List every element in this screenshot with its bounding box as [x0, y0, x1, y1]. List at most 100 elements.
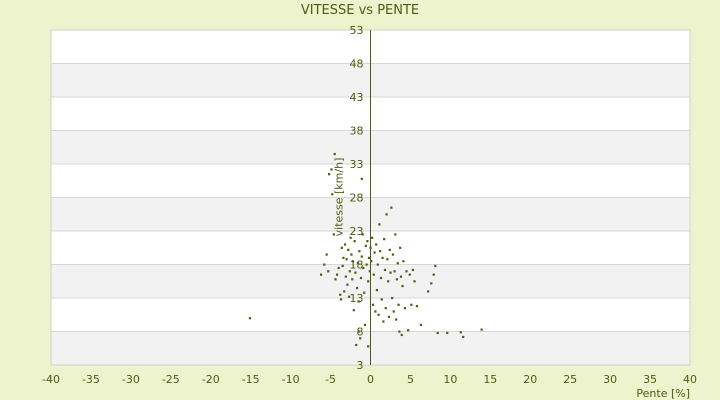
data-point	[410, 303, 413, 306]
data-point	[363, 323, 367, 326]
data-point	[390, 206, 393, 209]
y-tick-label: 13	[350, 292, 364, 305]
data-point	[391, 297, 394, 300]
data-point	[335, 273, 339, 276]
y-tick-label: 18	[350, 259, 364, 272]
data-point	[354, 271, 357, 274]
data-point	[376, 263, 379, 266]
data-point	[368, 270, 371, 273]
data-point	[384, 307, 387, 310]
data-point	[397, 303, 400, 306]
x-tick-label: -5	[325, 373, 336, 386]
data-point	[360, 177, 363, 180]
data-point	[395, 318, 398, 321]
y-tick-label: 3	[357, 359, 364, 372]
data-point	[398, 330, 401, 333]
data-point	[371, 236, 374, 239]
data-point	[340, 246, 343, 249]
data-point	[367, 345, 370, 348]
y-axis-label: vitesse [km/h]	[333, 158, 346, 237]
data-point	[361, 233, 364, 236]
data-point	[325, 253, 328, 256]
data-point	[359, 276, 363, 280]
data-point	[342, 256, 345, 259]
data-point	[411, 268, 415, 272]
data-point	[383, 268, 387, 272]
y-tick-label: 28	[350, 192, 364, 205]
data-point	[408, 273, 411, 276]
data-point	[393, 270, 396, 273]
data-point	[348, 270, 351, 273]
y-tick-label: 8	[357, 326, 364, 339]
data-point	[403, 307, 407, 310]
x-tick-label: 0	[367, 373, 374, 386]
data-point	[331, 193, 334, 196]
y-tick-label: 48	[350, 58, 364, 71]
data-point	[327, 270, 330, 273]
data-point	[480, 328, 483, 331]
data-point	[351, 260, 355, 263]
data-point	[459, 331, 462, 334]
data-point	[334, 278, 337, 281]
data-point	[319, 273, 323, 276]
data-point	[363, 291, 366, 294]
data-point	[330, 168, 333, 171]
data-point	[339, 298, 343, 301]
data-point	[382, 320, 385, 323]
data-point	[391, 253, 395, 256]
data-point	[337, 266, 340, 270]
data-point	[360, 255, 363, 258]
data-point	[415, 305, 419, 308]
data-point	[355, 286, 359, 290]
data-point	[374, 310, 377, 313]
data-point	[401, 284, 404, 288]
data-point	[378, 223, 381, 226]
data-point	[387, 280, 390, 283]
data-point	[369, 246, 372, 249]
data-point	[362, 266, 365, 270]
data-point	[375, 288, 379, 292]
data-point	[377, 313, 380, 316]
x-tick-label: 25	[563, 373, 577, 386]
x-tick-labels: -40 -35 -30 -25 -20 -15 -10 -5 0 5 10 15 20 25 30 35 40	[42, 373, 697, 386]
data-point	[367, 280, 370, 283]
data-point	[333, 152, 336, 156]
data-point	[399, 246, 402, 249]
data-point	[343, 290, 346, 293]
data-point	[379, 250, 382, 253]
data-point	[347, 295, 351, 298]
chart-title: VITESSE vs PENTE	[301, 3, 419, 18]
data-point	[339, 293, 342, 296]
data-point	[358, 250, 361, 253]
data-point	[359, 337, 362, 340]
data-point	[367, 256, 371, 259]
x-tick-label: -40	[42, 373, 60, 386]
data-point	[380, 298, 383, 301]
x-tick-label: 20	[523, 373, 537, 386]
data-point	[462, 335, 465, 339]
data-point	[323, 263, 326, 266]
y-tick-label: 38	[350, 125, 364, 138]
x-tick-label: 40	[683, 373, 697, 386]
data-point	[379, 276, 383, 280]
y-tick-label: 23	[350, 225, 364, 238]
x-tick-label: 15	[483, 373, 497, 386]
data-point	[405, 270, 408, 273]
x-tick-label: 35	[643, 373, 657, 386]
data-point	[373, 251, 376, 254]
y-tick-label: 33	[350, 158, 364, 171]
data-point	[394, 233, 397, 236]
y-tick-label: 43	[350, 91, 364, 104]
data-point	[350, 253, 353, 256]
data-point	[387, 315, 391, 318]
x-tick-label: -20	[202, 373, 220, 386]
data-point	[351, 278, 354, 281]
data-point	[392, 310, 395, 313]
data-point	[343, 243, 347, 246]
data-point	[370, 260, 373, 263]
data-point	[388, 248, 391, 251]
x-tick-label: -30	[122, 373, 140, 386]
data-point	[402, 260, 405, 263]
data-point	[372, 273, 375, 276]
